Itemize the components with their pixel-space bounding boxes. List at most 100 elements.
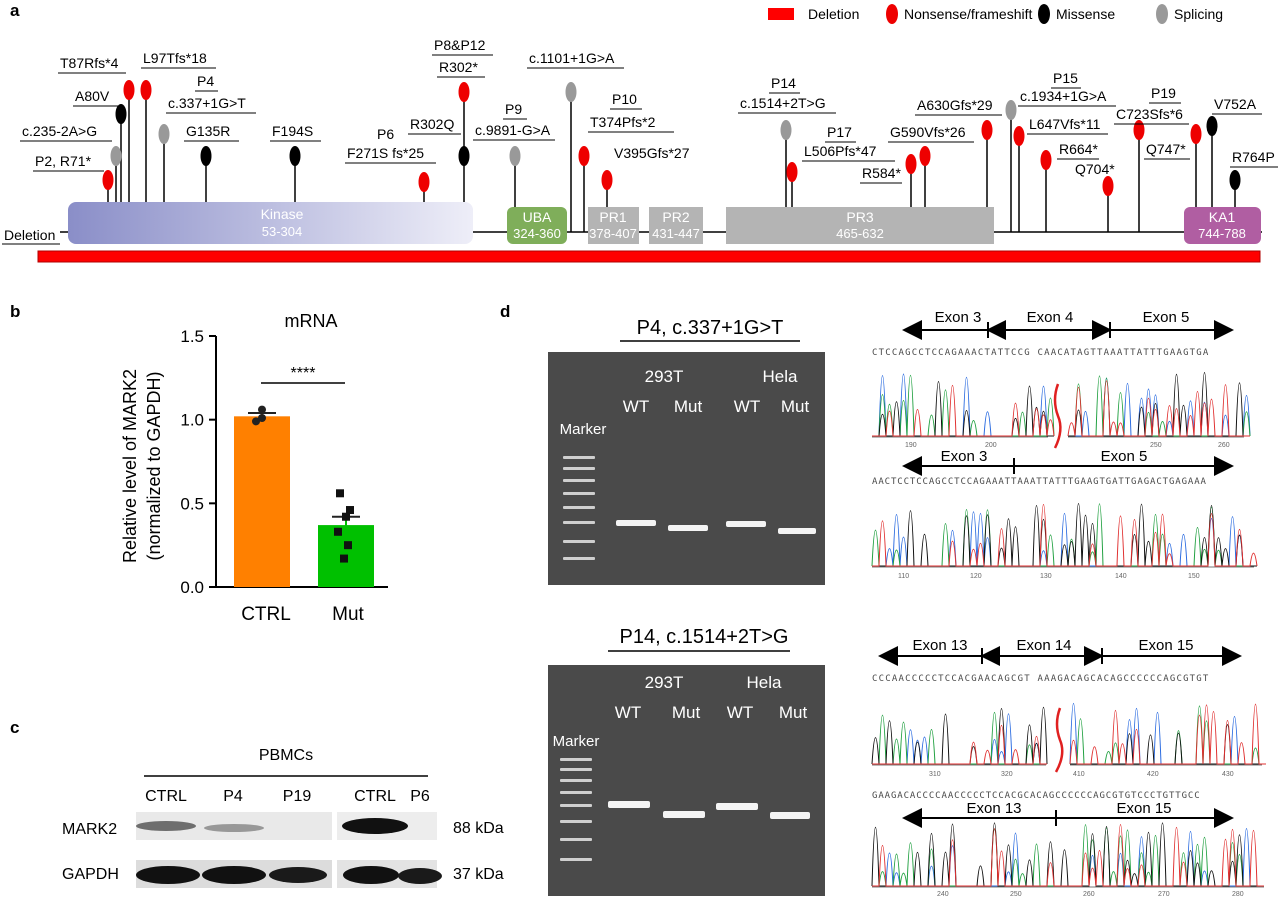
position-tick: 240 (937, 891, 949, 897)
data-point (344, 541, 352, 550)
mutation-label: L97Tfs*18 (143, 50, 207, 66)
mutation-label: T374Pfs*2 (590, 114, 656, 130)
position-tick: 130 (1040, 573, 1052, 580)
cell-label: Hela (763, 367, 799, 386)
trace-line (872, 824, 1264, 887)
blot-band (342, 818, 408, 834)
chromatogram-trace (871, 503, 1258, 568)
mutation-label: A630Gfs*29 (917, 97, 993, 113)
position-tick: 120 (970, 573, 982, 580)
data-point (340, 554, 348, 563)
mutation-label: P4 (197, 73, 214, 89)
mutation-label: c.1514+2T>G (740, 95, 826, 111)
domain-pr2-range: 431-447 (652, 226, 700, 241)
mutation-label: F194S (272, 123, 313, 139)
trace-line (872, 504, 1258, 567)
sequence-text: CTCCAGCCTCCAGAAACTATTCCG CAACATAGTTAAATT… (872, 348, 1210, 358)
gel-title: P4, c.337+1G>T (637, 317, 784, 339)
position-tick: 250 (1150, 442, 1162, 449)
sequencing-bottom: Exon 13 Exon 14 Exon 15 CCCAACCCCCTCCACG… (871, 637, 1266, 898)
mutation-label: L506Pfs*47 (804, 143, 877, 159)
mutation-label: c.337+1G>T (168, 95, 246, 111)
trace-line (872, 384, 1055, 437)
blot-row-size: 37 kDa (453, 866, 504, 883)
position-tick: 140 (1115, 573, 1127, 580)
domain-kinase-name: Kinase (261, 206, 304, 222)
mutation-label: R764P (1232, 149, 1275, 165)
position-tick: 280 (1232, 891, 1244, 897)
domain-pr2 (649, 207, 703, 244)
position-tick: 420 (1147, 771, 1159, 778)
panel-label-b: b (10, 302, 20, 321)
mutation-label: P6 (377, 126, 394, 142)
domain-uba-range: 324-360 (513, 226, 561, 241)
domain-pr3-name: PR3 (846, 209, 873, 225)
y-axis-label-line2: (normalized to GAPDH) (144, 371, 164, 560)
mutation-label: R302Q (410, 116, 454, 132)
blot-band (204, 824, 264, 832)
gel-image (548, 665, 825, 896)
label-underlines (20, 54, 1278, 184)
trace-line (1069, 703, 1266, 765)
y-tick-label: 0.0 (180, 578, 204, 597)
sequence-text: AACTCCTCCAGCCTCCAGAAATTAAATTATTTGAAGTGAT… (872, 477, 1207, 487)
gel-bands (616, 520, 816, 534)
marker-ladder (563, 456, 595, 560)
lane-label: WT (734, 397, 760, 416)
trace-line (872, 725, 1047, 765)
position-tick: 260 (1218, 442, 1230, 449)
chromatogram-trace (871, 707, 1048, 766)
mutation-label: V395Gfs*27 (614, 145, 690, 161)
legend-swatch-splicing (1156, 4, 1168, 24)
lane-label: Mut (672, 703, 701, 722)
mutation-label: c.1934+1G>A (1020, 88, 1107, 104)
x-tick-label: Mut (332, 604, 364, 625)
domain-pr1-range: 378-407 (589, 226, 637, 241)
mutation-label: P17 (827, 124, 852, 140)
lane-label: WT (727, 703, 753, 722)
cell-label: 293T (645, 673, 684, 692)
domain-kinase-range: 53-304 (262, 224, 302, 239)
domain-ka1-range: 744-788 (1198, 226, 1246, 241)
mutation-label: P9 (505, 101, 522, 117)
lane-label: Mut (779, 703, 808, 722)
exon-label: Exon 15 (1138, 637, 1193, 654)
chromatogram-trace (1067, 371, 1251, 438)
data-point (342, 512, 350, 521)
data-point (346, 506, 354, 515)
mutation-label: G590Vfs*26 (890, 124, 966, 140)
lane-label: P19 (283, 788, 312, 805)
domain-ka1 (1184, 207, 1261, 244)
gel-top: P4, c.337+1G>T 293T Hela WT Mut WT Mut M… (548, 317, 825, 585)
mutation-label: c.235-2A>G (22, 123, 97, 139)
sequencing-top: Exon 3 Exon 4 Exon 5 CTCCAGCCTCCAGAAACTA… (871, 309, 1258, 580)
exon-label: Exon 15 (1116, 800, 1171, 817)
blot-band (343, 866, 399, 884)
mutation-label: V752A (1214, 96, 1257, 112)
blot-band (136, 866, 200, 884)
mutation-lollipops (102, 80, 1241, 232)
domain-pr2-name: PR2 (662, 209, 689, 225)
lane-label: WT (623, 397, 649, 416)
lane-label: CTRL (145, 788, 187, 805)
sequence-text: GAAGACACCCCAACCCCCTCCACGCACAGCCCCCCAGCGT… (872, 791, 1201, 801)
legend-missense: Missense (1056, 6, 1115, 22)
deletion-label: Deletion (4, 227, 55, 243)
domain-pr1 (588, 207, 639, 244)
mutation-label: F271S fs*25 (347, 145, 424, 161)
data-point (334, 527, 342, 536)
bar-ctrl (234, 416, 290, 587)
marker-label: Marker (553, 733, 600, 750)
mutation-label: R302* (439, 59, 478, 75)
domain-pr1-name: PR1 (599, 209, 626, 225)
mutation-label: P19 (1151, 85, 1176, 101)
breakpoint-mark (1053, 383, 1062, 449)
position-tick: 270 (1158, 891, 1170, 897)
y-tick-label: 1.5 (180, 327, 204, 346)
significance-mark: **** (291, 365, 316, 382)
mutation-label: Q747* (1146, 141, 1186, 157)
chromatogram-trace (1069, 703, 1266, 766)
data-point (258, 413, 266, 422)
blot-band (202, 866, 266, 884)
